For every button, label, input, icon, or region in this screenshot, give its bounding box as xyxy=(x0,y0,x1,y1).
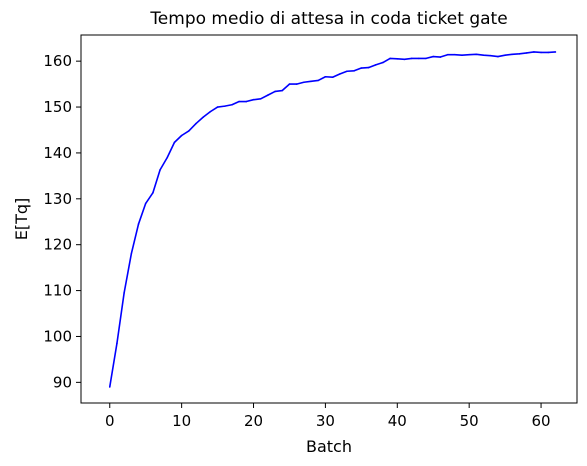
data-point xyxy=(468,54,470,56)
y-tick-label: 120 xyxy=(43,236,72,254)
y-tick-label: 140 xyxy=(43,144,72,162)
data-point xyxy=(332,76,334,78)
x-tick-label: 40 xyxy=(388,412,407,430)
data-point xyxy=(217,106,219,108)
data-point xyxy=(188,130,190,132)
data-point xyxy=(238,101,240,103)
data-point xyxy=(289,83,291,85)
data-point xyxy=(497,56,499,58)
data-point xyxy=(138,223,140,225)
data-point xyxy=(396,58,398,60)
data-point xyxy=(109,386,111,388)
data-point xyxy=(145,203,147,205)
y-tick-label: 150 xyxy=(43,98,72,116)
chart-title: Tempo medio di attesa in coda ticket gat… xyxy=(149,9,507,29)
data-point xyxy=(174,142,176,144)
y-tick-label: 100 xyxy=(43,327,72,345)
x-tick-label: 30 xyxy=(316,412,335,430)
data-point xyxy=(260,98,262,100)
data-point xyxy=(159,169,161,171)
data-point xyxy=(246,101,248,103)
data-point xyxy=(483,54,485,56)
data-point xyxy=(166,157,168,159)
y-tick-label: 130 xyxy=(43,190,72,208)
x-axis-label: Batch xyxy=(306,437,352,456)
data-point xyxy=(325,76,327,78)
y-tick-label: 160 xyxy=(43,52,72,70)
data-point xyxy=(131,253,133,255)
data-point xyxy=(152,192,154,194)
data-point xyxy=(281,90,283,92)
x-tick-label: 20 xyxy=(244,412,263,430)
data-point xyxy=(476,53,478,55)
data-point xyxy=(375,64,377,66)
data-point xyxy=(526,52,528,54)
data-point xyxy=(504,54,506,56)
data-point xyxy=(519,53,521,55)
data-point xyxy=(274,91,276,93)
data-point xyxy=(267,94,269,96)
y-tick-label: 90 xyxy=(53,373,72,391)
data-point xyxy=(512,53,514,55)
data-point xyxy=(353,70,355,72)
data-point xyxy=(440,56,442,58)
data-point xyxy=(116,343,118,345)
data-point xyxy=(317,80,319,82)
data-point xyxy=(303,81,305,83)
data-point xyxy=(447,54,449,56)
data-point xyxy=(368,67,370,69)
data-point xyxy=(202,116,204,118)
data-point xyxy=(361,67,363,69)
data-point xyxy=(461,54,463,56)
data-point xyxy=(339,73,341,75)
x-tick-label: 50 xyxy=(460,412,479,430)
data-point xyxy=(123,292,125,294)
data-point xyxy=(296,83,298,85)
data-point xyxy=(547,52,549,54)
data-point xyxy=(195,123,197,125)
data-point xyxy=(533,51,535,53)
data-point xyxy=(253,99,255,101)
data-point xyxy=(555,51,557,53)
x-tick-label: 10 xyxy=(172,412,191,430)
data-point xyxy=(310,81,312,83)
data-point xyxy=(411,58,413,60)
data-point xyxy=(432,56,434,58)
data-point xyxy=(346,70,348,72)
data-point xyxy=(540,52,542,54)
data-point xyxy=(382,62,384,64)
x-tick-label: 0 xyxy=(105,412,115,430)
data-point xyxy=(389,58,391,60)
x-tick-label: 60 xyxy=(532,412,551,430)
data-point xyxy=(490,55,492,57)
data-point xyxy=(425,58,427,60)
y-axis-label: E[Tq] xyxy=(12,198,31,241)
data-point xyxy=(404,59,406,61)
y-tick-label: 110 xyxy=(43,282,72,300)
data-point xyxy=(210,111,212,113)
data-point xyxy=(181,135,183,137)
data-point xyxy=(231,104,233,106)
data-point xyxy=(224,105,226,107)
data-point xyxy=(454,54,456,56)
data-point xyxy=(418,58,420,60)
